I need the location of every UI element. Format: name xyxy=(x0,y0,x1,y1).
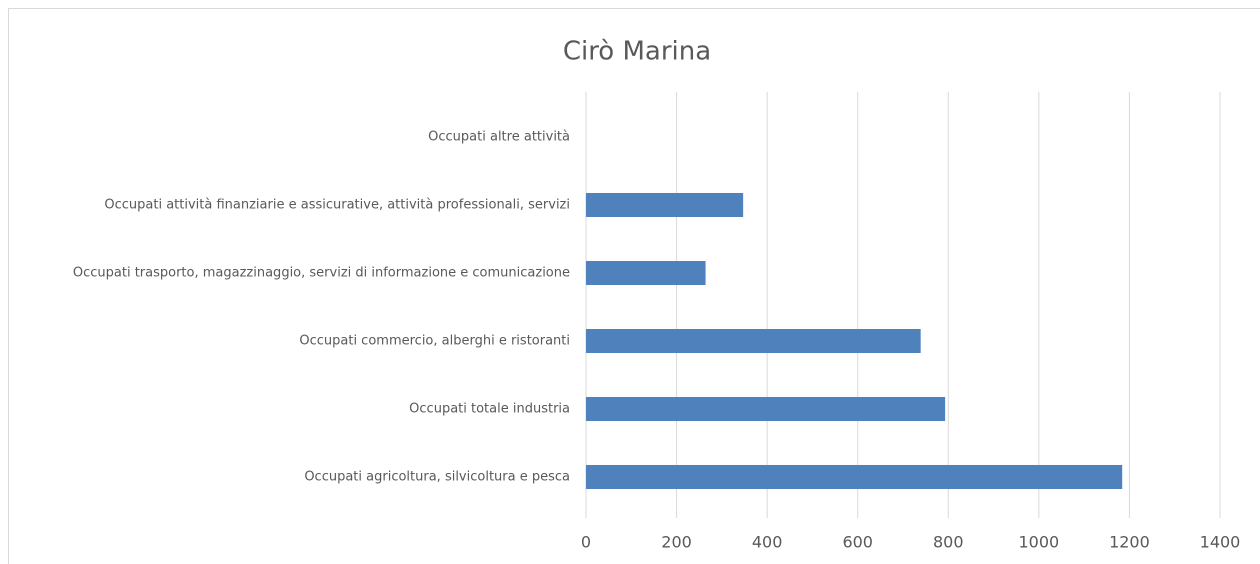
x-tick-label: 0 xyxy=(581,533,591,552)
bar xyxy=(586,465,1123,489)
bar xyxy=(586,193,744,217)
x-tick-label: 200 xyxy=(661,533,692,552)
chart-title: Cirò Marina xyxy=(563,37,711,67)
x-tick-label: 800 xyxy=(933,533,964,552)
x-tick-label: 400 xyxy=(752,533,783,552)
y-tick-label: Occupati attività finanziarie e assicura… xyxy=(104,198,570,213)
y-tick-label: Occupati trasporto, magazzinaggio, servi… xyxy=(73,266,570,281)
bar xyxy=(586,397,946,421)
bar xyxy=(586,329,921,353)
y-tick-label: Occupati altre attività xyxy=(428,130,570,145)
y-tick-label: Occupati agricoltura, silvicoltura e pes… xyxy=(304,470,570,485)
bar xyxy=(586,261,706,285)
y-tick-label: Occupati totale industria xyxy=(409,402,570,417)
x-tick-label: 1200 xyxy=(1109,533,1150,552)
y-tick-label: Occupati commercio, alberghi e ristorant… xyxy=(299,334,570,349)
x-tick-label: 1400 xyxy=(1200,533,1241,552)
x-tick-label: 600 xyxy=(842,533,873,552)
x-tick-label: 1000 xyxy=(1018,533,1059,552)
